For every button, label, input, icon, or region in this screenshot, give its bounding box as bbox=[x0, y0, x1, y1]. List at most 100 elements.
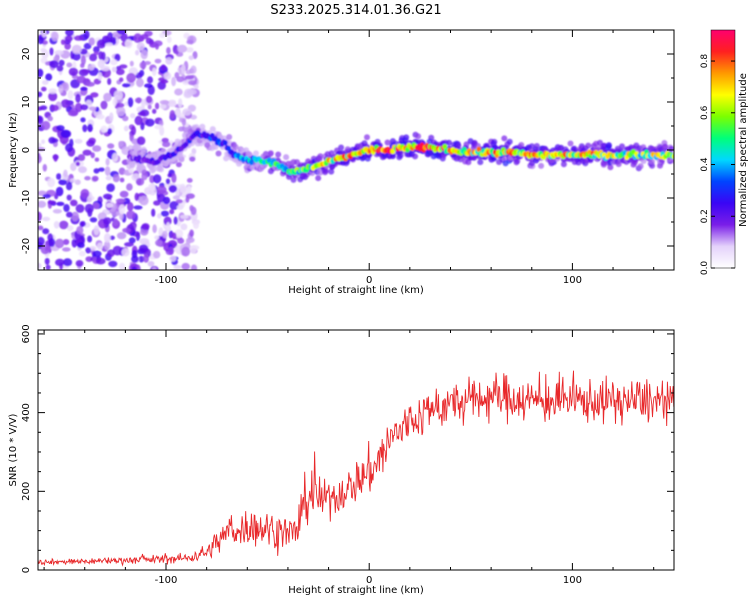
noise-cell bbox=[56, 173, 62, 180]
noise-cell bbox=[178, 98, 183, 108]
ridge-halo-cell bbox=[177, 153, 184, 159]
noise-cell bbox=[65, 30, 74, 37]
noise-cell bbox=[55, 238, 65, 249]
snr-x-tick-label: 0 bbox=[366, 575, 372, 586]
noise-cell bbox=[160, 79, 169, 84]
ridge-halo-cell bbox=[567, 140, 574, 147]
noise-cell bbox=[54, 50, 64, 56]
noise-cell bbox=[96, 39, 106, 49]
ridge-halo-cell bbox=[463, 141, 470, 148]
noise-cell bbox=[85, 81, 95, 87]
noise-cell bbox=[166, 36, 172, 43]
noise-cell bbox=[85, 247, 92, 254]
noise-cell bbox=[160, 64, 167, 71]
ridge-halo-cell bbox=[619, 143, 625, 150]
noise-cell bbox=[69, 178, 77, 183]
noise-cell bbox=[64, 35, 73, 42]
noise-cell bbox=[80, 117, 86, 123]
noise-cell bbox=[100, 125, 108, 133]
ridge-cell bbox=[442, 143, 448, 150]
noise-cell bbox=[66, 211, 73, 218]
noise-cell bbox=[103, 209, 110, 215]
ridge-halo-cell bbox=[384, 139, 391, 146]
noise-cell bbox=[90, 152, 95, 159]
noise-cell bbox=[86, 139, 95, 147]
noise-cell bbox=[97, 72, 103, 81]
noise-cell bbox=[148, 183, 156, 191]
noise-cell bbox=[154, 235, 160, 240]
snr-frame bbox=[37, 329, 675, 571]
ridge-halo-cell bbox=[267, 150, 274, 157]
noise-cell bbox=[41, 86, 47, 92]
noise-cell bbox=[115, 198, 126, 203]
ridge-halo-cell bbox=[209, 126, 216, 133]
noise-cell bbox=[48, 91, 58, 102]
noise-cell bbox=[49, 60, 59, 69]
noise-cell bbox=[123, 125, 129, 132]
noise-cell bbox=[154, 102, 160, 110]
noise-cell bbox=[98, 167, 105, 172]
noise-cell bbox=[122, 115, 129, 122]
ridge-halo-cell bbox=[141, 169, 148, 176]
noise-cell bbox=[181, 262, 190, 270]
noise-cell bbox=[55, 258, 65, 266]
noise-cell bbox=[175, 162, 182, 168]
noise-cell bbox=[76, 75, 87, 84]
snr-panel: -100 0 100 0 200 400 600 Height of straight l… bbox=[8, 324, 675, 596]
noise-cell bbox=[38, 236, 45, 246]
ridge-halo-cell bbox=[294, 159, 300, 166]
noise-cell bbox=[139, 195, 149, 206]
noise-cell bbox=[42, 228, 50, 235]
ridge-halo-cell bbox=[542, 145, 549, 152]
noise-cell bbox=[103, 240, 111, 251]
noise-cell bbox=[110, 59, 118, 66]
noise-cell bbox=[60, 99, 71, 108]
noise-cell bbox=[38, 200, 47, 208]
noise-cell bbox=[135, 49, 140, 56]
spectrogram-x-ticks: -100 0 100 bbox=[43, 30, 655, 286]
noise-cell bbox=[92, 145, 102, 152]
noise-cell bbox=[181, 64, 186, 74]
noise-cell bbox=[119, 77, 124, 82]
noise-cell bbox=[154, 58, 162, 64]
noise-cell bbox=[40, 244, 50, 255]
noise-cell bbox=[104, 166, 111, 176]
noise-cell bbox=[93, 225, 100, 236]
noise-cell bbox=[76, 226, 84, 235]
noise-cell bbox=[189, 156, 196, 162]
ridge-halo-cell bbox=[389, 153, 396, 160]
ridge-halo-cell bbox=[533, 143, 540, 149]
noise-cell bbox=[77, 242, 85, 249]
noise-cell bbox=[48, 238, 56, 247]
ridge-halo-cell bbox=[607, 164, 614, 171]
noise-cell bbox=[51, 31, 59, 42]
noise-cell bbox=[62, 239, 70, 245]
noise-cell bbox=[133, 33, 142, 43]
noise-cell bbox=[107, 78, 112, 85]
noise-cell bbox=[94, 157, 100, 162]
ridge-halo-cell bbox=[482, 143, 489, 149]
noise-cell bbox=[159, 103, 167, 110]
noise-cell bbox=[167, 173, 173, 178]
ridge-halo-cell bbox=[302, 174, 309, 180]
noise-cell bbox=[66, 62, 73, 68]
noise-cell bbox=[87, 235, 93, 243]
noise-cell bbox=[66, 225, 74, 232]
noise-cell bbox=[107, 128, 113, 135]
noise-cell bbox=[62, 258, 73, 267]
noise-cell bbox=[189, 245, 197, 254]
noise-cell bbox=[42, 194, 51, 199]
noise-cell bbox=[165, 178, 171, 185]
noise-cell bbox=[87, 123, 93, 133]
ridge-halo-cell bbox=[286, 173, 292, 180]
ridge-halo-cell bbox=[267, 168, 274, 175]
ridge-halo-cell bbox=[389, 138, 396, 145]
noise-cell bbox=[107, 143, 115, 149]
noise-cell bbox=[51, 138, 59, 143]
ridge-halo-cell bbox=[317, 169, 324, 176]
ridge-halo-cell bbox=[315, 175, 322, 182]
colorbar-tick-label: 0.2 bbox=[700, 209, 710, 223]
noise-cell bbox=[169, 201, 179, 210]
noise-cell bbox=[160, 210, 169, 217]
noise-cell bbox=[71, 211, 79, 222]
